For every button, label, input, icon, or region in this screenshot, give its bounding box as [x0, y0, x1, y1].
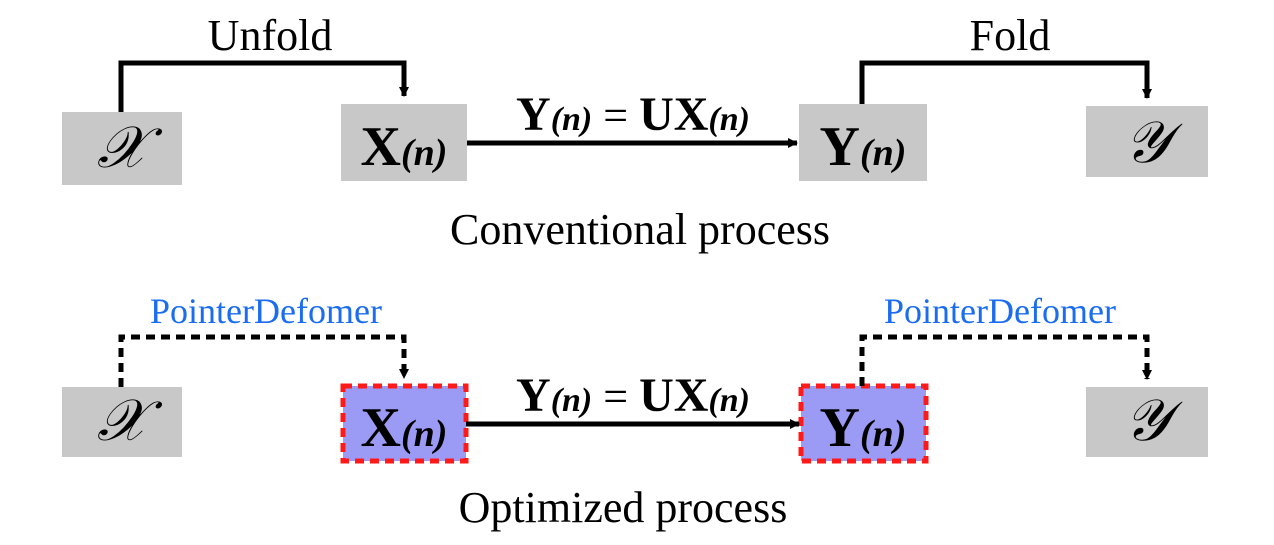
optimized-caption: Optimized process	[459, 483, 788, 532]
optimized-process: 𝒳 X(n) Y(n) 𝒴 PointerDefomer PointerDefo…	[62, 291, 1208, 532]
unfold-label: Unfold	[208, 11, 333, 60]
pointer-deformer-right-label: PointerDefomer	[884, 291, 1116, 331]
pointer-deformer-unfold-connector	[118, 334, 409, 387]
unfolded-x-box	[341, 104, 467, 181]
pointer-deformer-fold-connector	[859, 334, 1152, 386]
conventional-process: 𝒳 X(n) Y(n) 𝒴 Unfold Fold Y(n) = UX(n) C…	[62, 11, 1208, 254]
unfold-connector	[118, 60, 409, 112]
unfolded-x-label: X(n)	[361, 116, 448, 178]
pointer-deformer-left-label: PointerDefomer	[150, 291, 382, 331]
fold-connector	[859, 60, 1152, 104]
fold-label: Fold	[970, 11, 1051, 60]
opt-unfolded-x-box	[340, 383, 469, 464]
output-tensor-box	[1086, 106, 1208, 177]
conventional-caption: Conventional process	[450, 205, 830, 254]
opt-equation: Y(n) = UX(n)	[516, 369, 750, 422]
unfolded-y-label: Y(n)	[820, 116, 907, 178]
equation: Y(n) = UX(n)	[516, 88, 750, 141]
unfolded-y-box	[799, 104, 927, 181]
opt-output-tensor-box	[1086, 387, 1208, 457]
opt-input-tensor-box	[62, 387, 182, 457]
opt-unfolded-x-label: X(n)	[361, 397, 448, 459]
input-tensor-box	[62, 112, 182, 185]
opt-unfolded-y-label: Y(n)	[820, 397, 907, 459]
